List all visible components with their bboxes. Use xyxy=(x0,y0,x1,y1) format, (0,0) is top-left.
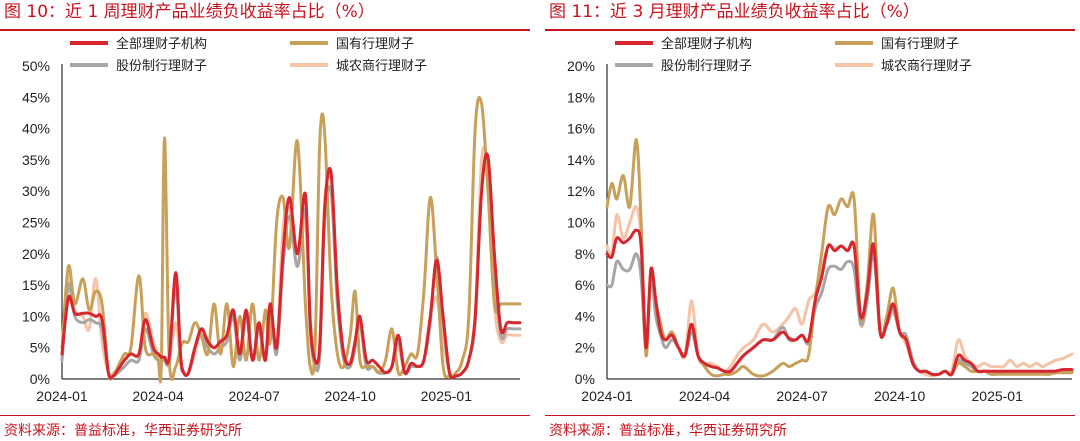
legend-label: 城农商行理财子 xyxy=(336,59,427,74)
title-rule xyxy=(0,29,530,31)
x-tick-label: 2024-04 xyxy=(679,388,731,404)
y-tick-label: 45% xyxy=(22,89,50,105)
y-tick-label: 2% xyxy=(575,340,595,356)
source-note: 资料来源：普益标准，华西证券研究所 xyxy=(549,423,787,439)
x-tick-label: 2024-10 xyxy=(874,388,926,404)
legend-label: 城农商行理财子 xyxy=(881,59,972,74)
legend-label: 国有行理财子 xyxy=(881,37,959,52)
source-rule xyxy=(545,415,1075,416)
y-tick-label: 20% xyxy=(22,246,50,262)
x-tick-label: 2025-01 xyxy=(421,388,473,404)
legend-label: 全部理财子机构 xyxy=(661,36,752,52)
x-tick-label: 2024-07 xyxy=(228,388,280,404)
chart-panel-1w: 图 10：近 1 周理财产品业绩负收益率占比（%） 0% 5% 10% 15% 20% 2… xyxy=(0,0,535,441)
y-tick-label: 0% xyxy=(575,371,595,387)
y-tick-label: 50% xyxy=(22,58,50,74)
x-tick-label: 2024-01 xyxy=(581,388,633,404)
source-rule xyxy=(0,415,530,416)
y-tick-label: 4% xyxy=(575,308,595,324)
x-tick-label: 2025-01 xyxy=(972,388,1024,404)
y-tick-label: 14% xyxy=(567,152,595,168)
y-tick-label: 10% xyxy=(567,215,595,231)
y-tick-label: 15% xyxy=(22,277,50,293)
x-tick-label: 2024-04 xyxy=(132,388,184,404)
y-tick-label: 6% xyxy=(575,277,595,293)
chart-title: 图 10：近 1 周理财产品业绩负收益率占比（%） xyxy=(4,2,375,22)
series-line-state_owned xyxy=(60,96,522,384)
source-note: 资料来源：普益标准，华西证券研究所 xyxy=(4,423,242,439)
series-line-rural_commercial xyxy=(605,205,1074,378)
y-tick-label: 16% xyxy=(567,121,595,137)
series-line-all_wmp xyxy=(605,228,1074,377)
legend-label: 股份制行理财子 xyxy=(116,59,207,74)
y-tick-label: 10% xyxy=(22,308,50,324)
y-tick-label: 0% xyxy=(30,371,50,387)
x-tick-label: 2024-01 xyxy=(36,388,88,404)
y-tick-label: 35% xyxy=(22,152,50,168)
legend-label: 全部理财子机构 xyxy=(116,36,207,52)
y-tick-label: 20% xyxy=(567,58,595,74)
legend-label: 国有行理财子 xyxy=(336,37,414,52)
y-tick-label: 25% xyxy=(22,215,50,231)
chart-3m: 0% 2% 4% 6% 8% 10% 12% 14% 16% 18% 20% 2024-01 2024-… xyxy=(567,36,1074,404)
x-tick-label: 2024-10 xyxy=(325,388,377,404)
y-tick-label: 8% xyxy=(575,246,595,262)
series-line-joint_stock xyxy=(605,252,1074,377)
y-tick-label: 40% xyxy=(22,121,50,137)
chart-panel-3m: 图 11：近 3 月理财产品业绩负收益率占比（%） 0% 2% 4% 6% 8% 10% 1… xyxy=(545,0,1080,441)
title-rule xyxy=(545,29,1075,31)
x-tick-label: 2024-07 xyxy=(776,388,828,404)
y-tick-label: 12% xyxy=(567,183,595,199)
legend-label: 股份制行理财子 xyxy=(661,59,752,74)
chart-1w: 0% 5% 10% 15% 20% 25% 30% 35% 40% 45% 50% 2024-01 20… xyxy=(22,36,522,404)
y-tick-label: 5% xyxy=(30,340,50,356)
series-line-all_wmp xyxy=(60,152,522,380)
y-tick-label: 18% xyxy=(567,89,595,105)
chart-title: 图 11：近 3 月理财产品业绩负收益率占比（%） xyxy=(549,2,920,22)
y-tick-label: 30% xyxy=(22,183,50,199)
